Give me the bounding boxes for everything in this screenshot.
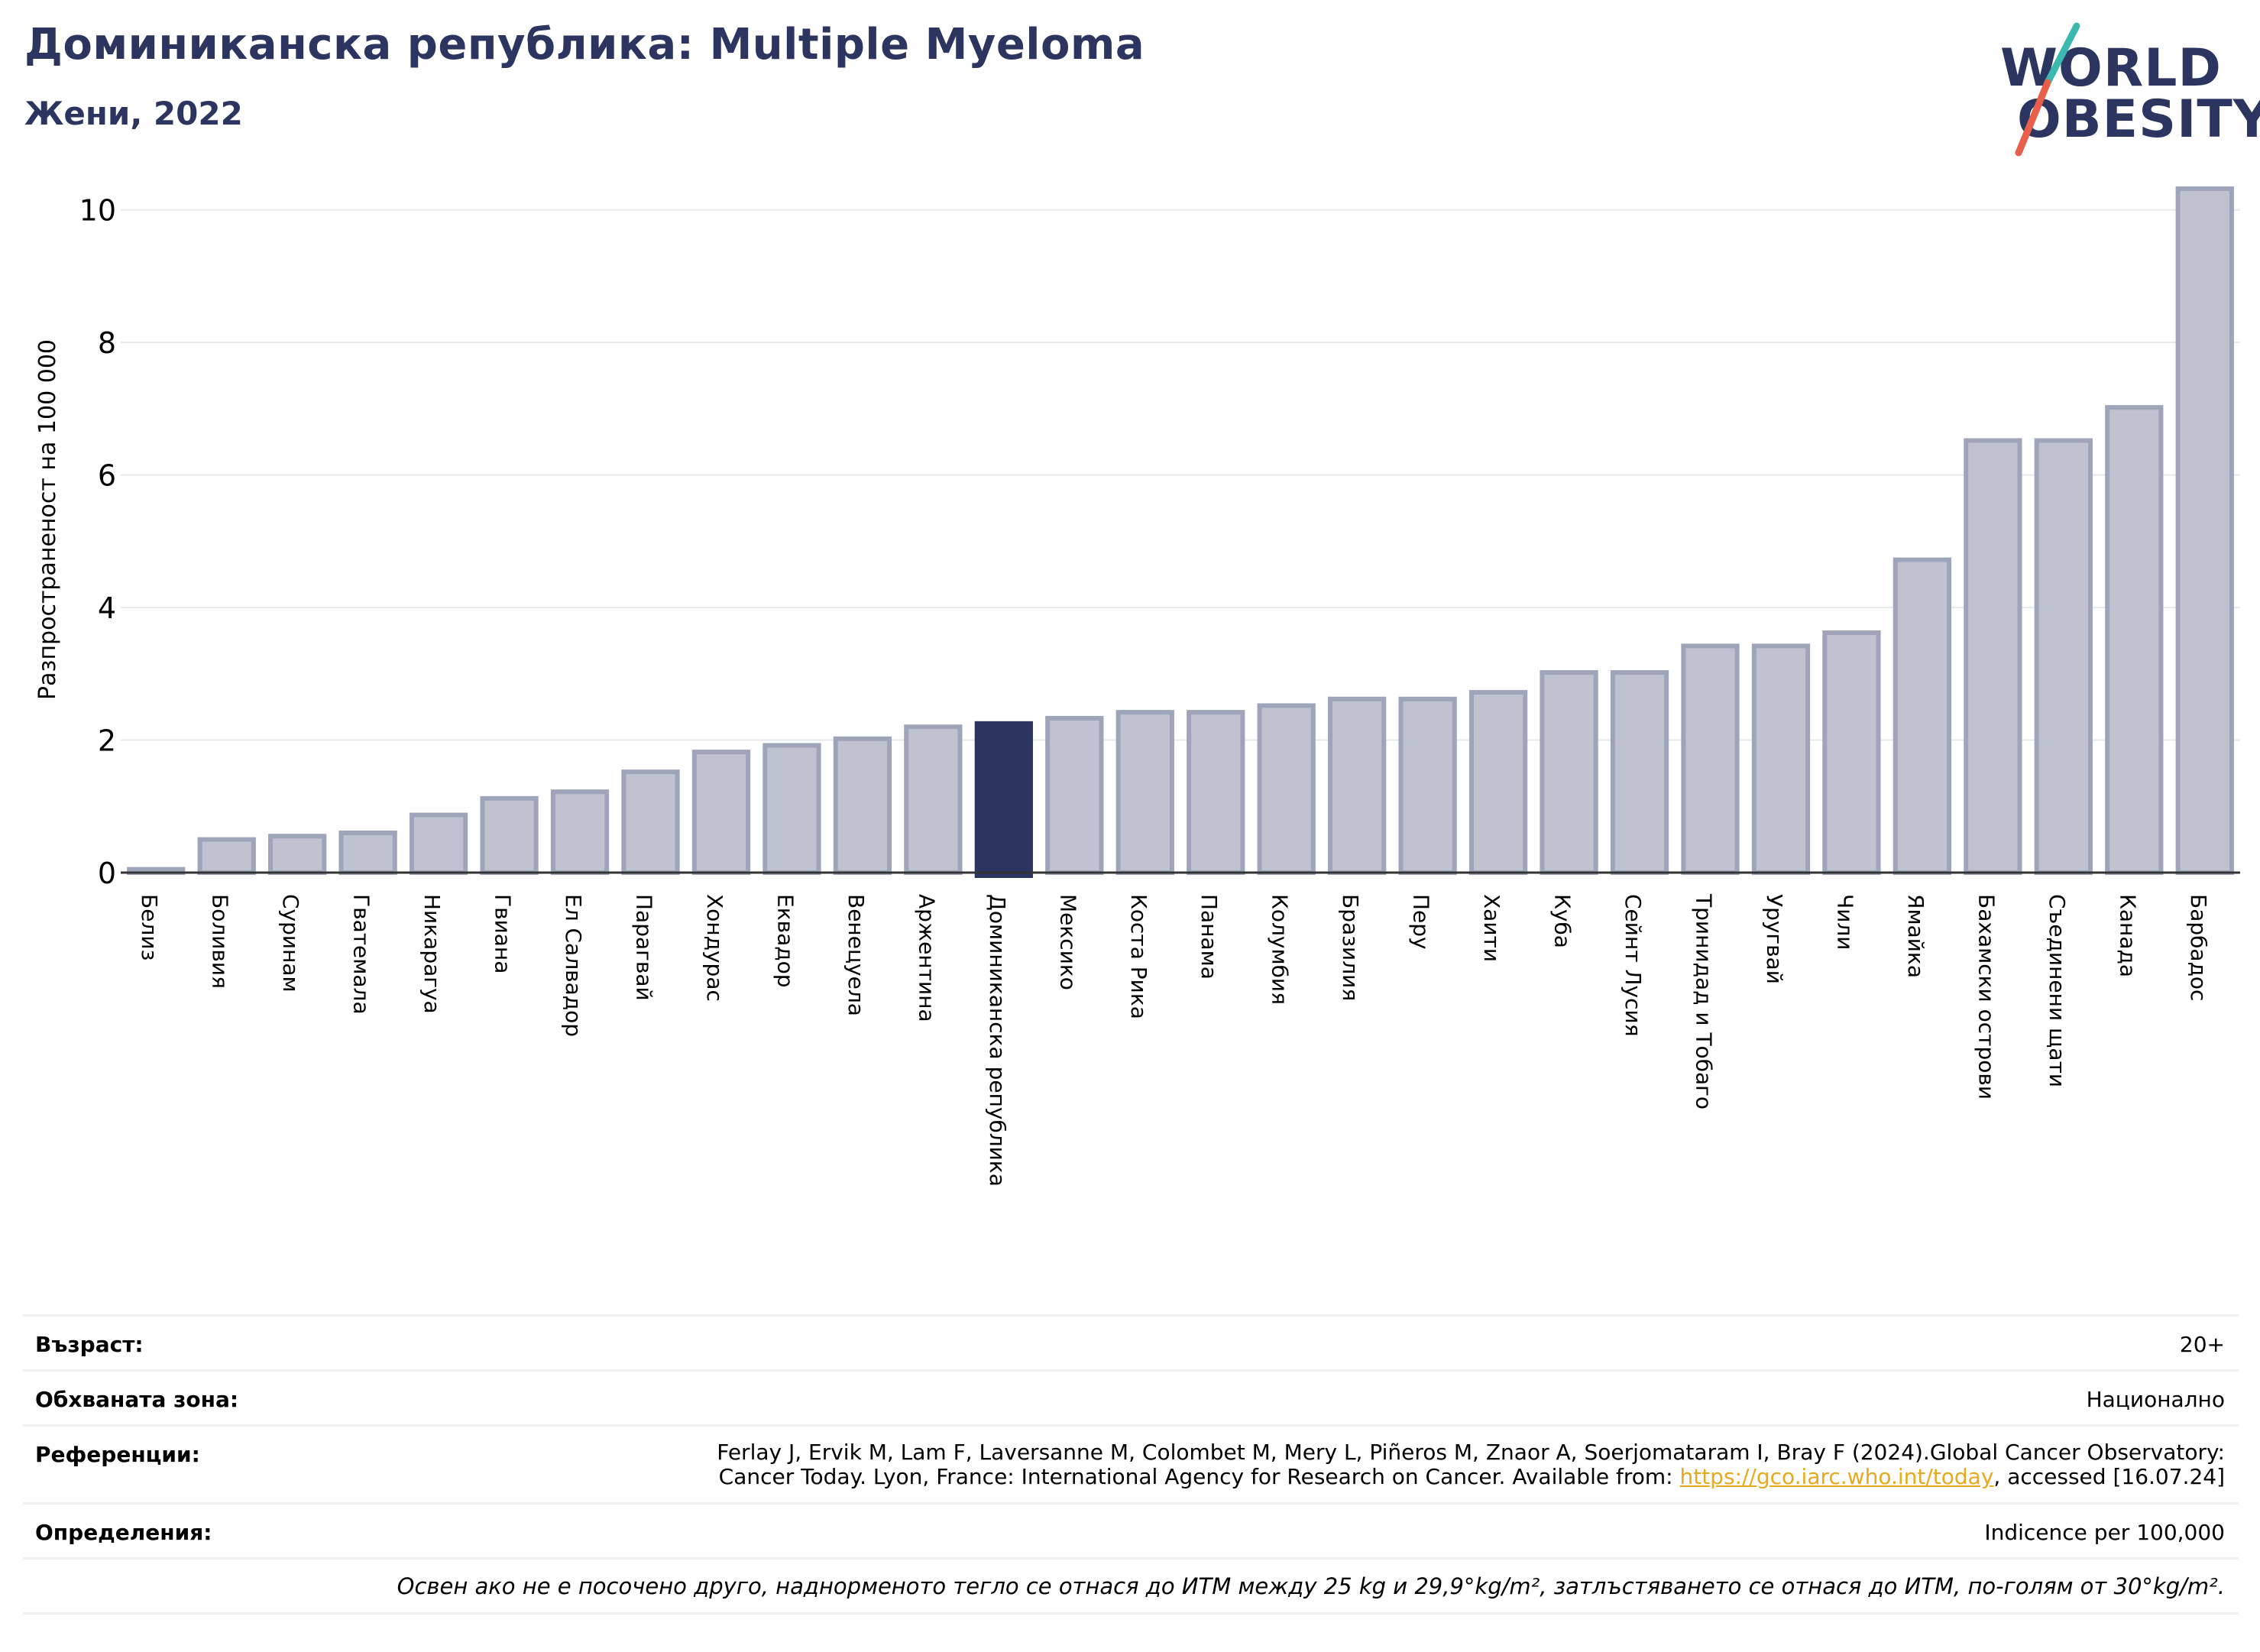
bar (1822, 630, 1881, 875)
logo-line-1: WORLD (2000, 38, 2222, 99)
info-row-area: Обхваната зона: Национално (23, 1369, 2239, 1424)
bar (1681, 643, 1740, 876)
references-label: Референции: (35, 1442, 200, 1467)
reference-text: Cancer Today. Lyon, France: Internationa… (718, 1464, 1680, 1489)
info-row-note: Освен ако не е посочено друго, наднормен… (23, 1557, 2239, 1612)
x-tick-label: Чили (1832, 894, 1857, 951)
chart-title: Доминиканска република: Multiple Myeloma (24, 20, 1145, 70)
x-tick-label: Барбадос (2186, 894, 2211, 1001)
bar (691, 750, 751, 876)
age-label: Възраст: (35, 1332, 144, 1357)
bar (974, 721, 1033, 878)
bar (1540, 670, 1598, 875)
bar (904, 724, 963, 876)
info-row-age: Възраст: 20+ (23, 1314, 2239, 1369)
x-tick-label: Бразилия (1338, 894, 1363, 1001)
definitions-label: Определения: (35, 1520, 212, 1545)
x-tick-label: Хондурас (702, 894, 727, 1002)
x-tick-label: Хаити (1479, 894, 1504, 962)
x-tick-label: Тринидад и Тобаго (1692, 893, 1717, 1109)
bar (268, 834, 327, 876)
bar-chart: Белиз Боливия Суринам Гватемала Никарагуа Гви… (34, 186, 2240, 1187)
x-tick-label: Никарагуа (419, 894, 445, 1014)
logo-line-2: OBESITY (2017, 89, 2260, 150)
bar (1893, 557, 1952, 876)
x-tick-label: Белиз (137, 894, 162, 960)
y-tick-label: 10 (79, 194, 116, 228)
info-row-definitions: Определения: Indicence per 100,000 (23, 1502, 2239, 1557)
x-tick-label: Парагвай (632, 894, 657, 1001)
x-tick-label: Мексико (1055, 894, 1080, 990)
world-obesity-logo: WORLD OBESITY (1986, 21, 2260, 167)
info-row-references: Референции: Ferlay J, Ervik M, Lam F, La… (23, 1424, 2239, 1502)
bar (550, 789, 610, 876)
bar (1045, 715, 1104, 875)
bar (763, 743, 821, 875)
bar (621, 769, 680, 876)
bar (2105, 405, 2164, 875)
x-tick-label: Боливия (208, 894, 233, 989)
bar (197, 837, 256, 876)
bar (2175, 186, 2234, 875)
x-tick-label: Панама (1196, 894, 1222, 980)
x-tick-label: Гвиана (491, 894, 516, 973)
area-label: Обхваната зона: (35, 1387, 239, 1412)
x-tick-label: Сейнт Лусия (1621, 894, 1646, 1037)
y-tick-label: 8 (98, 326, 116, 360)
x-tick-label: Венецуела (843, 894, 869, 1016)
x-tick-label: Гватемала (349, 894, 374, 1015)
info-bottom-divider (23, 1612, 2239, 1615)
reference-line-1: Ferlay J, Ervik M, Lam F, Laversanne M, … (717, 1440, 2225, 1465)
bar (1964, 438, 2022, 875)
x-tick-label: Колумбия (1268, 894, 1293, 1005)
y-tick-label: 2 (98, 724, 116, 758)
references-value: Ferlay J, Ervik M, Lam F, Laversanne M, … (717, 1440, 2225, 1489)
info-table: Възраст: 20+ Обхваната зона: Национално … (23, 1314, 2239, 1615)
footnote: Освен ако не е посочено друго, наднормен… (397, 1573, 2225, 1599)
x-tick-label: Еквадор (772, 894, 798, 988)
age-value: 20+ (2179, 1332, 2225, 1357)
x-tick-label: Доминиканска република (985, 894, 1010, 1187)
y-tick-label: 0 (98, 857, 116, 890)
x-tick-label: Аржентина (914, 894, 939, 1022)
x-tick-label: Канада (2115, 894, 2140, 977)
bar (2034, 438, 2093, 875)
x-tick-label: Ямайка (1903, 894, 1928, 978)
bar (1610, 670, 1669, 875)
bar (409, 812, 468, 875)
bar (480, 795, 539, 876)
x-tick-label: Коста Рика (1126, 894, 1151, 1019)
x-tick-label: Суринам (278, 894, 303, 993)
bar (338, 830, 397, 876)
x-tick-label: Ел Салвадор (561, 894, 586, 1037)
definitions-value: Indicence per 100,000 (1984, 1520, 2225, 1545)
y-axis-label: Разпространеност на 100 000 (34, 339, 61, 700)
area-value: Национално (2086, 1387, 2225, 1412)
bar (1468, 690, 1528, 875)
reference-link[interactable]: https://gco.iarc.who.int/today (1679, 1464, 1994, 1489)
bar (1187, 710, 1245, 875)
logo-slash-icon (2015, 22, 2080, 157)
bar (833, 736, 892, 875)
x-tick-label: Куба (1550, 894, 1575, 948)
bar (1398, 696, 1457, 875)
bar (1257, 703, 1316, 876)
bar (1751, 643, 1811, 876)
y-tick-label: 6 (98, 459, 116, 493)
y-tick-label: 4 (98, 591, 116, 625)
x-tick-label: Бахамски острови (1973, 894, 1999, 1100)
bar (1328, 696, 1387, 875)
reference-accessed: , accessed [16.07.24] (1993, 1464, 2225, 1489)
chart-subtitle: Жени, 2022 (24, 95, 243, 132)
x-tick-label: Съединени щати (2045, 894, 2070, 1087)
bar (1115, 710, 1174, 875)
x-tick-label: Перу (1409, 894, 1434, 950)
x-tick-label: Уругвай (1762, 894, 1787, 984)
reference-line-2: Cancer Today. Lyon, France: Internationa… (717, 1465, 2225, 1489)
